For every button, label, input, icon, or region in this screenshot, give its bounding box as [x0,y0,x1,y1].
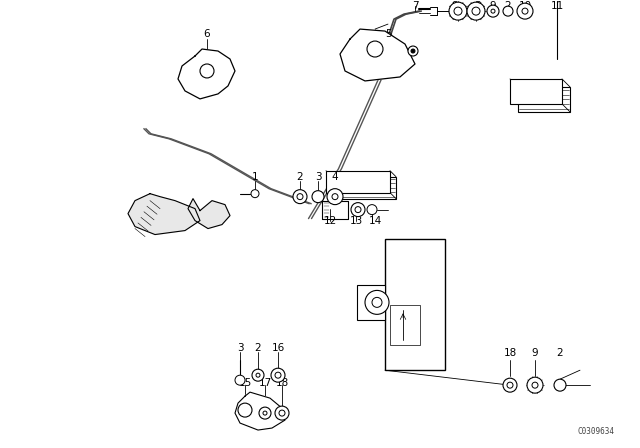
Circle shape [408,46,418,56]
Bar [326,171,390,193]
Circle shape [259,407,271,419]
Circle shape [491,9,495,13]
Text: 2: 2 [505,1,511,11]
Circle shape [200,64,214,78]
Circle shape [252,369,264,381]
Text: 16: 16 [271,343,285,353]
Circle shape [467,2,485,20]
Bar [390,306,420,345]
Text: 5: 5 [385,29,391,39]
Text: 10: 10 [518,1,532,11]
Polygon shape [188,198,230,228]
Circle shape [263,411,267,415]
Circle shape [235,375,245,385]
Text: 7: 7 [412,1,419,11]
Text: 2: 2 [557,348,563,358]
Bar [332,177,396,198]
Circle shape [507,382,513,388]
Circle shape [275,406,289,420]
Circle shape [293,190,307,204]
Circle shape [297,194,303,200]
Circle shape [554,379,566,391]
Text: 17: 17 [259,378,271,388]
Text: 4: 4 [332,172,339,182]
Circle shape [517,3,533,19]
Circle shape [332,194,338,200]
Text: 6: 6 [204,29,211,39]
Circle shape [503,378,517,392]
Circle shape [372,297,382,307]
Text: 13: 13 [349,215,363,226]
Text: 15: 15 [238,378,252,388]
Polygon shape [128,194,200,235]
Circle shape [503,6,513,16]
Polygon shape [235,392,285,430]
Text: 9: 9 [532,348,538,358]
Circle shape [367,205,377,215]
Circle shape [351,202,365,216]
Polygon shape [178,49,235,99]
Circle shape [238,403,252,417]
Circle shape [256,373,260,377]
Text: 2: 2 [297,172,303,182]
Circle shape [312,191,324,202]
Text: 8: 8 [475,1,481,11]
Circle shape [472,7,480,15]
Text: 11: 11 [550,1,564,11]
Bar [518,87,570,112]
Text: 1: 1 [252,172,259,182]
Circle shape [327,189,343,205]
Circle shape [522,8,528,14]
Bar [385,238,445,370]
Circle shape [487,5,499,17]
Circle shape [367,41,383,57]
Circle shape [275,372,281,378]
Text: 3: 3 [315,172,321,182]
Circle shape [454,7,462,15]
Text: C0309634: C0309634 [578,427,615,436]
Circle shape [411,49,415,53]
Circle shape [271,368,285,382]
Circle shape [527,377,543,393]
Text: 14: 14 [369,215,381,226]
Text: 9: 9 [490,1,496,11]
Text: 8: 8 [452,1,458,11]
Circle shape [279,410,285,416]
Circle shape [449,2,467,20]
Circle shape [532,382,538,388]
Bar [357,285,385,320]
Bar [510,79,562,104]
Text: 2: 2 [255,343,261,353]
Circle shape [355,207,361,213]
Circle shape [365,290,389,314]
Circle shape [251,190,259,198]
Text: 3: 3 [237,343,243,353]
Text: 12: 12 [323,215,337,226]
Text: 18: 18 [275,378,289,388]
Text: 18: 18 [504,348,516,358]
Polygon shape [340,29,415,81]
